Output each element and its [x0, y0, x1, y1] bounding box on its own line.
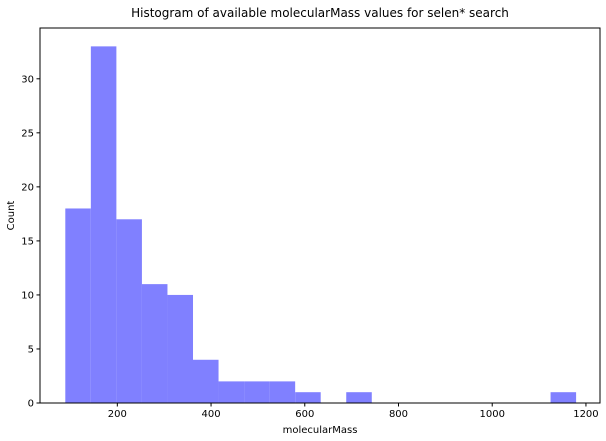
histogram-bars — [65, 46, 577, 403]
y-tick-label-0: 0 — [28, 399, 34, 410]
histogram-bar-7 — [244, 381, 270, 403]
histogram-bar-11 — [346, 392, 372, 403]
x-tick-label-0: 200 — [108, 409, 127, 420]
x-tick-label-3: 800 — [389, 409, 408, 420]
histogram-bar-8 — [269, 381, 296, 403]
y-axis-label: Count — [6, 201, 17, 231]
x-tick-label-5: 1200 — [573, 409, 598, 420]
histogram-bar-5 — [193, 359, 219, 403]
histogram-bar-0 — [65, 208, 91, 403]
histogram-bar-4 — [167, 294, 194, 403]
chart-title: Histogram of available molecularMass val… — [131, 6, 509, 20]
y-tick-label-6: 30 — [21, 74, 34, 85]
y-tick-label-4: 20 — [21, 182, 34, 193]
x-axis-ticks: 200 400 600 800 1000 1200 — [108, 403, 599, 420]
y-tick-label-1: 5 — [28, 344, 34, 355]
y-tick-label-3: 15 — [21, 236, 34, 247]
histogram-bar-6 — [218, 381, 245, 403]
plot-frame — [39, 27, 601, 404]
y-axis-ticks: 0 5 10 15 20 25 30 — [21, 74, 40, 410]
histogram-bar-2 — [116, 219, 142, 403]
histogram-bar-9 — [295, 392, 321, 403]
x-tick-label-1: 400 — [201, 409, 220, 420]
x-tick-label-2: 600 — [295, 409, 314, 420]
y-tick-label-2: 10 — [21, 290, 34, 301]
x-tick-label-4: 1000 — [479, 409, 504, 420]
histogram-bar-3 — [141, 284, 168, 403]
x-axis-label: molecularMass — [283, 425, 358, 436]
histogram-bar-1 — [90, 46, 117, 403]
y-tick-label-5: 25 — [21, 128, 34, 139]
histogram-bar-19 — [550, 392, 577, 403]
